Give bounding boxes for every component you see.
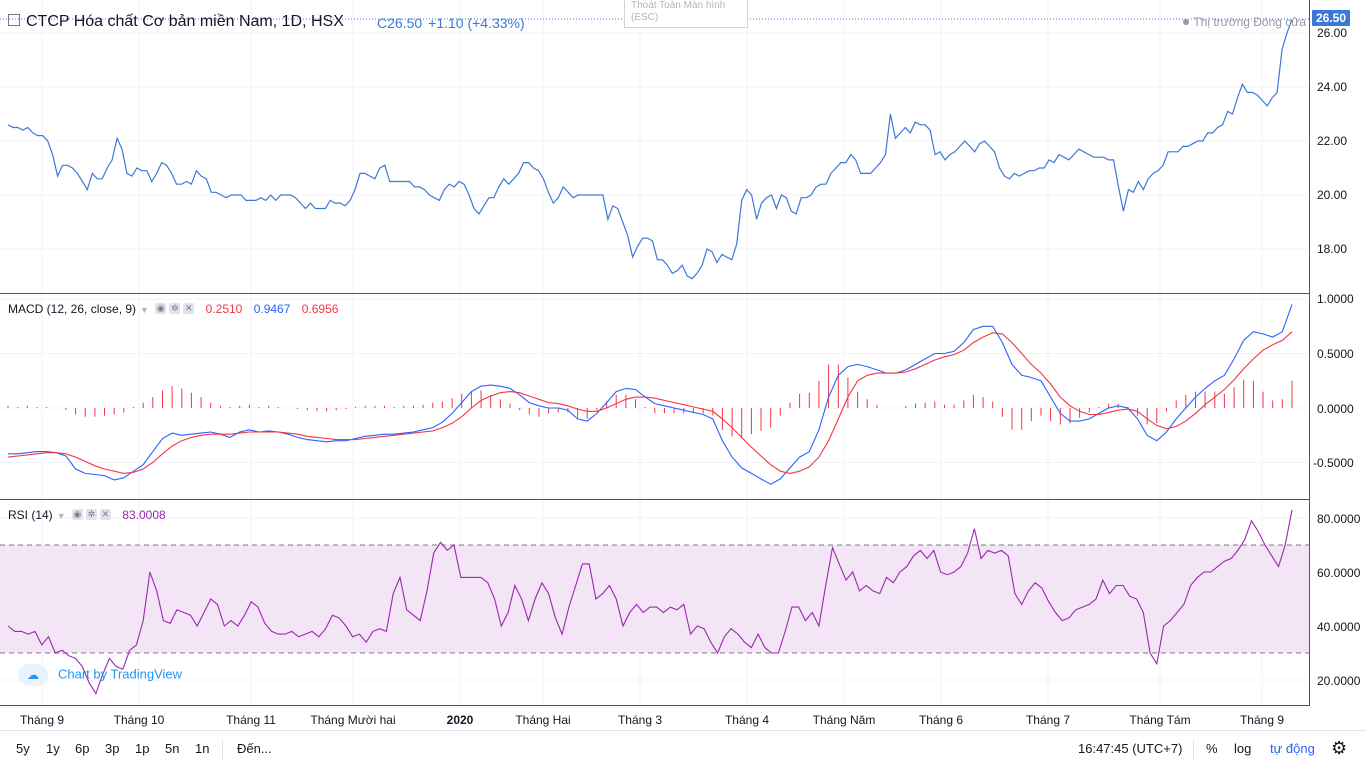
rsi-name: RSI (14) — [8, 508, 53, 522]
time-tick: Tháng Tám — [1129, 713, 1191, 727]
close-price: C26.50 — [377, 15, 423, 31]
symbol-title[interactable]: CTCP Hóa chất Cơ bản miền Nam, 1D, HSX — [8, 13, 344, 31]
macd-tick: 0.0000 — [1317, 402, 1354, 416]
macd-tick: -0.5000 — [1313, 456, 1354, 470]
time-tick: Tháng 10 — [113, 713, 165, 727]
last-price-tag: 26.50 — [1312, 10, 1350, 26]
pane-separator[interactable] — [0, 293, 1310, 294]
price-tick: 26.00 — [1317, 26, 1348, 40]
market-status: Thị trường Đóng cửa — [1183, 15, 1306, 29]
rsi-value: 83.0008 — [122, 508, 166, 522]
eye-icon[interactable]: ◉ — [155, 303, 167, 315]
price-change: +1.10 (+4.33%) — [428, 15, 525, 31]
signal-line — [7, 331, 1293, 474]
price-line — [7, 19, 1293, 280]
time-tick: Tháng 7 — [1025, 713, 1071, 727]
rsi-tick: 40.0000 — [1317, 620, 1361, 634]
exit-fullscreen-label: Thoát Toàn Màn hình — [631, 0, 726, 11]
time-tick: Tháng 6 — [918, 713, 964, 727]
tradingview-logo-icon: ☁ — [18, 664, 48, 686]
macd-value: 0.9467 — [253, 302, 291, 316]
macd-line — [8, 304, 1293, 485]
price-axis-separator — [1309, 0, 1310, 706]
bottom-toolbar: 5y 1y 6p 3p 1p 5n 1n Đến... 16:47:45 (UT… — [0, 730, 1366, 769]
time-tick: Tháng Mười hai — [310, 713, 396, 727]
time-tick: Tháng 9 — [19, 713, 65, 727]
macd-tick: 0.5000 — [1317, 347, 1354, 361]
range-button-1p[interactable]: 1p — [135, 741, 150, 756]
rsi-tick: 20.0000 — [1317, 674, 1361, 688]
time-tick: 2020 — [446, 713, 474, 727]
time-tick: Tháng 3 — [617, 713, 663, 727]
price-tick: 22.00 — [1317, 134, 1348, 148]
price-info: C26.50 +1.10 (+4.33%) — [377, 15, 531, 31]
range-button-5y[interactable]: 5y — [16, 741, 30, 756]
range-button-1n[interactable]: 1n — [195, 741, 210, 756]
exit-fullscreen-hotkey: (ESC) — [631, 12, 659, 23]
time-tick: Tháng Hai — [515, 713, 571, 727]
clock-timezone[interactable]: 16:47:45 (UTC+7) — [1078, 741, 1183, 756]
time-tick: Tháng 9 — [1239, 713, 1285, 727]
rsi-line — [7, 509, 1293, 695]
chevron-down-icon[interactable]: ▼ — [140, 305, 149, 315]
price-tick: 20.00 — [1317, 188, 1348, 202]
toolbar-divider — [222, 739, 223, 759]
rsi-legend[interactable]: RSI (14) ▼ ◉ ✲ ✕ 83.0008 — [8, 508, 166, 522]
rsi-band-lines — [0, 544, 1310, 654]
range-button-5n[interactable]: 5n — [165, 741, 180, 756]
market-status-text: Thị trường Đóng cửa — [1193, 15, 1306, 29]
status-dot-icon — [1183, 18, 1190, 25]
macd-signal-value: 0.6956 — [301, 302, 339, 316]
gear-icon[interactable]: ⚙ — [1331, 738, 1348, 758]
macd-name: MACD (12, 26, close, 9) — [8, 302, 137, 316]
watermark-text: Chart by TradingView — [58, 666, 183, 682]
eye-icon[interactable]: ◉ — [71, 509, 83, 521]
collapse-icon[interactable] — [8, 13, 20, 26]
goto-date-button[interactable]: Đến... — [237, 741, 272, 756]
exit-fullscreen-tooltip[interactable]: Thoát Toàn Màn hình (ESC) — [624, 0, 748, 28]
symbol-title-text: CTCP Hóa chất Cơ bản miền Nam, 1D, HSX — [26, 13, 344, 30]
macd-legend[interactable]: MACD (12, 26, close, 9) ▼ ◉ ✲ ✕ 0.2510 0.94… — [8, 302, 338, 316]
toolbar-divider — [1193, 739, 1194, 759]
range-button-3p[interactable]: 3p — [105, 741, 120, 756]
price-tick: 18.00 — [1317, 242, 1348, 256]
time-axis-separator — [0, 705, 1310, 706]
gear-icon[interactable]: ✲ — [169, 303, 181, 315]
time-tick: Tháng 11 — [226, 713, 276, 727]
price-tick: 24.00 — [1317, 80, 1348, 94]
log-scale-toggle[interactable]: log — [1234, 741, 1252, 756]
pane-separator[interactable] — [0, 499, 1310, 500]
close-icon[interactable]: ✕ — [183, 303, 195, 315]
tradingview-watermark[interactable]: ☁ Chart by TradingView — [18, 664, 182, 686]
macd-tick: 1.0000 — [1317, 292, 1354, 306]
gear-icon[interactable]: ✲ — [85, 509, 97, 521]
macd-histogram — [7, 364, 1293, 439]
chart-canvas[interactable] — [0, 0, 1366, 730]
time-tick: Tháng 4 — [724, 713, 770, 727]
rsi-tick: 60.0000 — [1317, 566, 1361, 580]
close-icon[interactable]: ✕ — [99, 509, 111, 521]
range-button-6p[interactable]: 6p — [75, 741, 90, 756]
rsi-tick: 80.0000 — [1317, 512, 1361, 526]
macd-hist-value: 0.2510 — [205, 302, 243, 316]
rsi-band — [0, 545, 1310, 653]
time-tick: Tháng Năm — [812, 713, 876, 727]
percent-scale-toggle[interactable]: % — [1206, 741, 1218, 756]
chevron-down-icon[interactable]: ▼ — [56, 511, 66, 521]
auto-scale-toggle[interactable]: tự động — [1270, 741, 1315, 756]
range-button-1y[interactable]: 1y — [46, 741, 60, 756]
